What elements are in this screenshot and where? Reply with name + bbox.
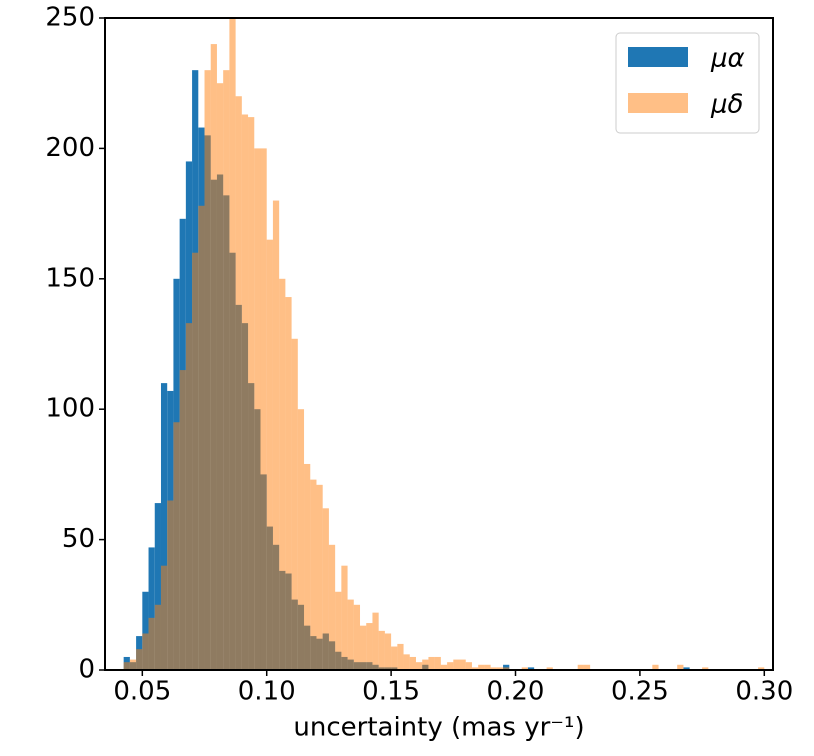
histogram-bar <box>279 278 286 670</box>
histogram-bar <box>272 200 280 670</box>
histogram-bar <box>459 659 466 670</box>
histogram-bar <box>310 479 317 670</box>
histogram-bar <box>434 656 441 670</box>
x-tick-label: 0.25 <box>611 677 669 707</box>
y-tick-label: 0 <box>78 655 95 685</box>
histogram-bar <box>241 114 249 671</box>
histogram-bar <box>403 654 410 670</box>
legend-label: μα <box>710 44 745 74</box>
y-tick-label: 50 <box>62 524 95 554</box>
histogram-bar <box>142 633 149 670</box>
histogram-bar <box>266 239 273 670</box>
histogram-bar <box>198 205 205 670</box>
y-tick-label: 250 <box>45 3 95 33</box>
histogram-bar <box>440 664 448 670</box>
histogram-bar <box>260 148 267 670</box>
x-tick-label: 0.20 <box>487 677 545 707</box>
histogram-bar <box>391 646 398 670</box>
histogram-bar <box>397 643 404 670</box>
histogram-bar <box>360 625 367 670</box>
histogram-bar <box>546 667 553 670</box>
histogram-bar <box>223 70 230 670</box>
histogram-bar <box>384 633 392 670</box>
histogram-bar <box>248 117 255 670</box>
histogram-bar <box>316 484 323 670</box>
histogram-bar <box>322 508 329 670</box>
histogram-bar <box>148 617 155 670</box>
histogram-bar <box>154 503 161 670</box>
histogram-bar <box>577 664 584 670</box>
histogram-bar <box>484 664 491 670</box>
histogram-bar <box>527 667 535 670</box>
histogram-bar <box>160 383 168 670</box>
histogram-bar <box>328 544 336 670</box>
x-axis-label: uncertainty (mas yr⁻¹) <box>293 713 584 743</box>
histogram-bar <box>136 649 143 670</box>
y-tick-label: 150 <box>45 263 95 293</box>
histogram-bar <box>173 422 180 670</box>
x-tick-label: 0.10 <box>238 677 296 707</box>
histogram-bar <box>372 612 379 670</box>
histogram-bar <box>447 662 454 670</box>
histogram-bar <box>347 599 354 670</box>
histogram-bar <box>677 664 684 670</box>
legend-swatch <box>628 47 688 67</box>
histogram-bar <box>123 662 130 670</box>
histogram-bar <box>285 297 292 670</box>
histogram-bar <box>179 370 186 670</box>
histogram-bar <box>496 667 504 670</box>
histogram-bar <box>490 667 497 670</box>
histogram-bar <box>652 664 659 670</box>
histogram-bar <box>148 547 155 670</box>
histogram-bar <box>758 667 765 670</box>
histogram-bar <box>297 409 305 670</box>
histogram-bar <box>366 623 373 670</box>
histogram-bar <box>503 667 510 670</box>
histogram-bar <box>583 664 591 670</box>
histogram-bar <box>471 667 479 670</box>
histogram-bar <box>521 667 528 670</box>
histogram-bar <box>235 96 242 671</box>
histogram-bar <box>465 662 472 670</box>
histogram-bar <box>478 664 485 670</box>
histogram-bar <box>378 630 385 670</box>
histogram-bar <box>415 662 423 670</box>
histogram-bar <box>409 656 416 670</box>
histogram-bar <box>422 659 429 670</box>
histogram-bar <box>291 338 298 670</box>
histogram-bar <box>254 148 261 670</box>
histogram-bar <box>428 656 435 670</box>
histogram-bar <box>142 591 149 670</box>
y-tick-label: 100 <box>45 394 95 424</box>
histogram-bar <box>229 18 236 670</box>
y-tick-label: 200 <box>45 133 95 163</box>
histogram-bar <box>129 659 137 670</box>
x-tick-label: 0.15 <box>362 677 420 707</box>
histogram-bar <box>304 463 311 670</box>
histogram-bar <box>702 667 709 670</box>
histogram-bar <box>216 83 224 670</box>
histogram-bar <box>353 604 361 670</box>
histogram-bar <box>210 44 217 670</box>
histogram-bar <box>160 565 168 670</box>
legend-swatch <box>628 93 688 113</box>
x-tick-label: 0.05 <box>113 677 171 707</box>
x-tick-label: 0.30 <box>735 677 793 707</box>
histogram-bar <box>503 664 510 670</box>
histogram-bar <box>453 659 460 670</box>
histogram-bar <box>167 500 174 670</box>
histogram-bar <box>192 252 199 670</box>
histogram-bar <box>683 667 690 670</box>
histogram-bar <box>335 591 342 670</box>
histogram-bar <box>154 604 161 670</box>
plot-frame <box>104 17 774 671</box>
legend: μα μδ <box>615 32 760 134</box>
histogram-bar <box>185 323 193 670</box>
histogram-bar <box>204 70 211 670</box>
histogram-bar <box>341 565 348 670</box>
legend-label: μδ <box>710 90 743 120</box>
